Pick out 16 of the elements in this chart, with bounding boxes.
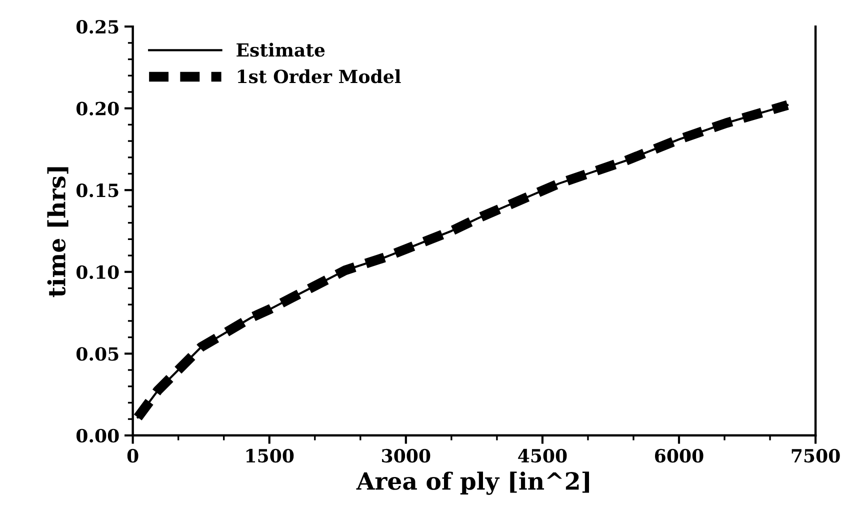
y-axis-title: time [hrs] bbox=[47, 167, 68, 298]
y-tick-label: 0.25 bbox=[76, 20, 118, 34]
x-tick-label: 6000 bbox=[655, 448, 704, 463]
x-tick-label: 7500 bbox=[792, 448, 840, 463]
x-tick-label: 3000 bbox=[382, 448, 430, 463]
legend-label: Estimate bbox=[236, 42, 325, 57]
y-tick-label: 0.05 bbox=[76, 347, 118, 361]
y-tick-label: 0.20 bbox=[76, 102, 119, 116]
x-tick-label: 0 bbox=[127, 448, 138, 463]
y-tick-label: 0.15 bbox=[76, 184, 118, 198]
x-tick-label: 4500 bbox=[518, 448, 567, 463]
x-axis-title: Area of ply [in^2] bbox=[356, 472, 589, 495]
x-tick-label: 1500 bbox=[246, 448, 294, 463]
y-tick-label: 0.10 bbox=[76, 265, 119, 279]
legend-label: 1st Order Model bbox=[238, 69, 401, 84]
y-tick-label: 0.00 bbox=[76, 428, 119, 443]
